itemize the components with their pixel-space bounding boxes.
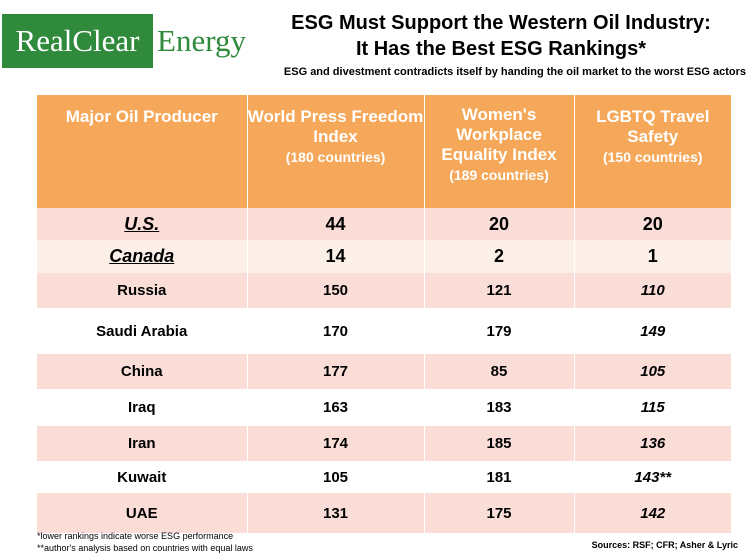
header-lgbtq-safety-label: LGBTQ Travel Safety bbox=[596, 107, 710, 146]
lgbtq-cell: 115 bbox=[574, 389, 731, 426]
country-cell: China bbox=[37, 354, 248, 389]
table-row: China 177 85 105 bbox=[37, 354, 731, 389]
table-row: Iraq 163 183 115 bbox=[37, 389, 731, 426]
press-cell: 105 bbox=[247, 461, 425, 493]
header-major-oil-producer: Major Oil Producer bbox=[37, 95, 248, 208]
press-cell: 150 bbox=[247, 273, 425, 308]
women-cell: 121 bbox=[424, 273, 575, 308]
logo-energy: Energy bbox=[157, 23, 246, 58]
header-lgbtq-safety-count: (150 countries) bbox=[602, 149, 703, 165]
esg-rankings-table: Major Oil Producer World Press Freedom I… bbox=[37, 95, 731, 533]
country-cell: Russia bbox=[37, 273, 248, 308]
table-row: U.S. 44 20 20 bbox=[37, 208, 731, 240]
header-women-equality-label: Women's Workplace Equality Index bbox=[441, 105, 557, 164]
table-row: Kuwait 105 181 143** bbox=[37, 461, 731, 493]
women-cell: 181 bbox=[424, 461, 575, 493]
press-cell: 163 bbox=[247, 389, 425, 426]
page-title: ESG Must Support the Western Oil Industr… bbox=[262, 10, 740, 62]
table-row: UAE 131 175 142 bbox=[37, 493, 731, 533]
country-cell: Iran bbox=[37, 426, 248, 461]
country-cell: Canada bbox=[37, 240, 248, 273]
press-cell: 174 bbox=[247, 426, 425, 461]
table-row: Canada 14 2 1 bbox=[37, 240, 731, 273]
lgbtq-cell: 142 bbox=[574, 493, 731, 533]
header-lgbtq-safety: LGBTQ Travel Safety (150 countries) bbox=[574, 95, 731, 208]
logo-realclear: RealClear bbox=[2, 14, 154, 68]
sources-note: Sources: RSF; CFR; Asher & Lyric bbox=[591, 540, 738, 550]
press-cell: 14 bbox=[247, 240, 425, 273]
title-line-2: It Has the Best ESG Rankings* bbox=[355, 38, 647, 60]
header-press-freedom-count: (180 countries) bbox=[285, 149, 386, 165]
women-cell: 2 bbox=[424, 240, 575, 273]
footnote-lower-rankings: *lower rankings indicate worse ESG perfo… bbox=[37, 531, 234, 541]
women-cell: 183 bbox=[424, 389, 575, 426]
country-cell: Saudi Arabia bbox=[37, 308, 248, 354]
footnote-equal-laws: **author's analysis based on countries w… bbox=[37, 543, 253, 553]
table-header-row: Major Oil Producer World Press Freedom I… bbox=[37, 95, 731, 208]
press-cell: 131 bbox=[247, 493, 425, 533]
table-row: Iran 174 185 136 bbox=[37, 426, 731, 461]
lgbtq-cell: 143** bbox=[574, 461, 731, 493]
header-press-freedom-label: World Press Freedom Index bbox=[247, 107, 424, 146]
country-cell: U.S. bbox=[37, 208, 248, 240]
lgbtq-cell: 136 bbox=[574, 426, 731, 461]
country-cell: UAE bbox=[37, 493, 248, 533]
country-cell: Iraq bbox=[37, 389, 248, 426]
press-cell: 44 bbox=[247, 208, 425, 240]
page-subtitle: ESG and divestment contradicts itself by… bbox=[283, 66, 746, 78]
women-cell: 185 bbox=[424, 426, 575, 461]
table-row: Saudi Arabia 170 179 149 bbox=[37, 308, 731, 354]
women-cell: 20 bbox=[424, 208, 575, 240]
country-cell: Kuwait bbox=[37, 461, 248, 493]
women-cell: 85 bbox=[424, 354, 575, 389]
title-line-1: ESG Must Support the Western Oil Industr… bbox=[291, 12, 711, 34]
press-cell: 170 bbox=[247, 308, 425, 354]
women-cell: 175 bbox=[424, 493, 575, 533]
lgbtq-cell: 1 bbox=[574, 240, 731, 273]
lgbtq-cell: 20 bbox=[574, 208, 731, 240]
lgbtq-cell: 149 bbox=[574, 308, 731, 354]
press-cell: 177 bbox=[247, 354, 425, 389]
lgbtq-cell: 110 bbox=[574, 273, 731, 308]
header-women-equality: Women's Workplace Equality Index (189 co… bbox=[424, 95, 575, 208]
table-row: Russia 150 121 110 bbox=[37, 273, 731, 308]
realclear-energy-logo: RealClear Energy bbox=[2, 14, 246, 68]
header-press-freedom: World Press Freedom Index (180 countries… bbox=[247, 95, 425, 208]
lgbtq-cell: 105 bbox=[574, 354, 731, 389]
women-cell: 179 bbox=[424, 308, 575, 354]
header-women-equality-count: (189 countries) bbox=[449, 167, 549, 183]
